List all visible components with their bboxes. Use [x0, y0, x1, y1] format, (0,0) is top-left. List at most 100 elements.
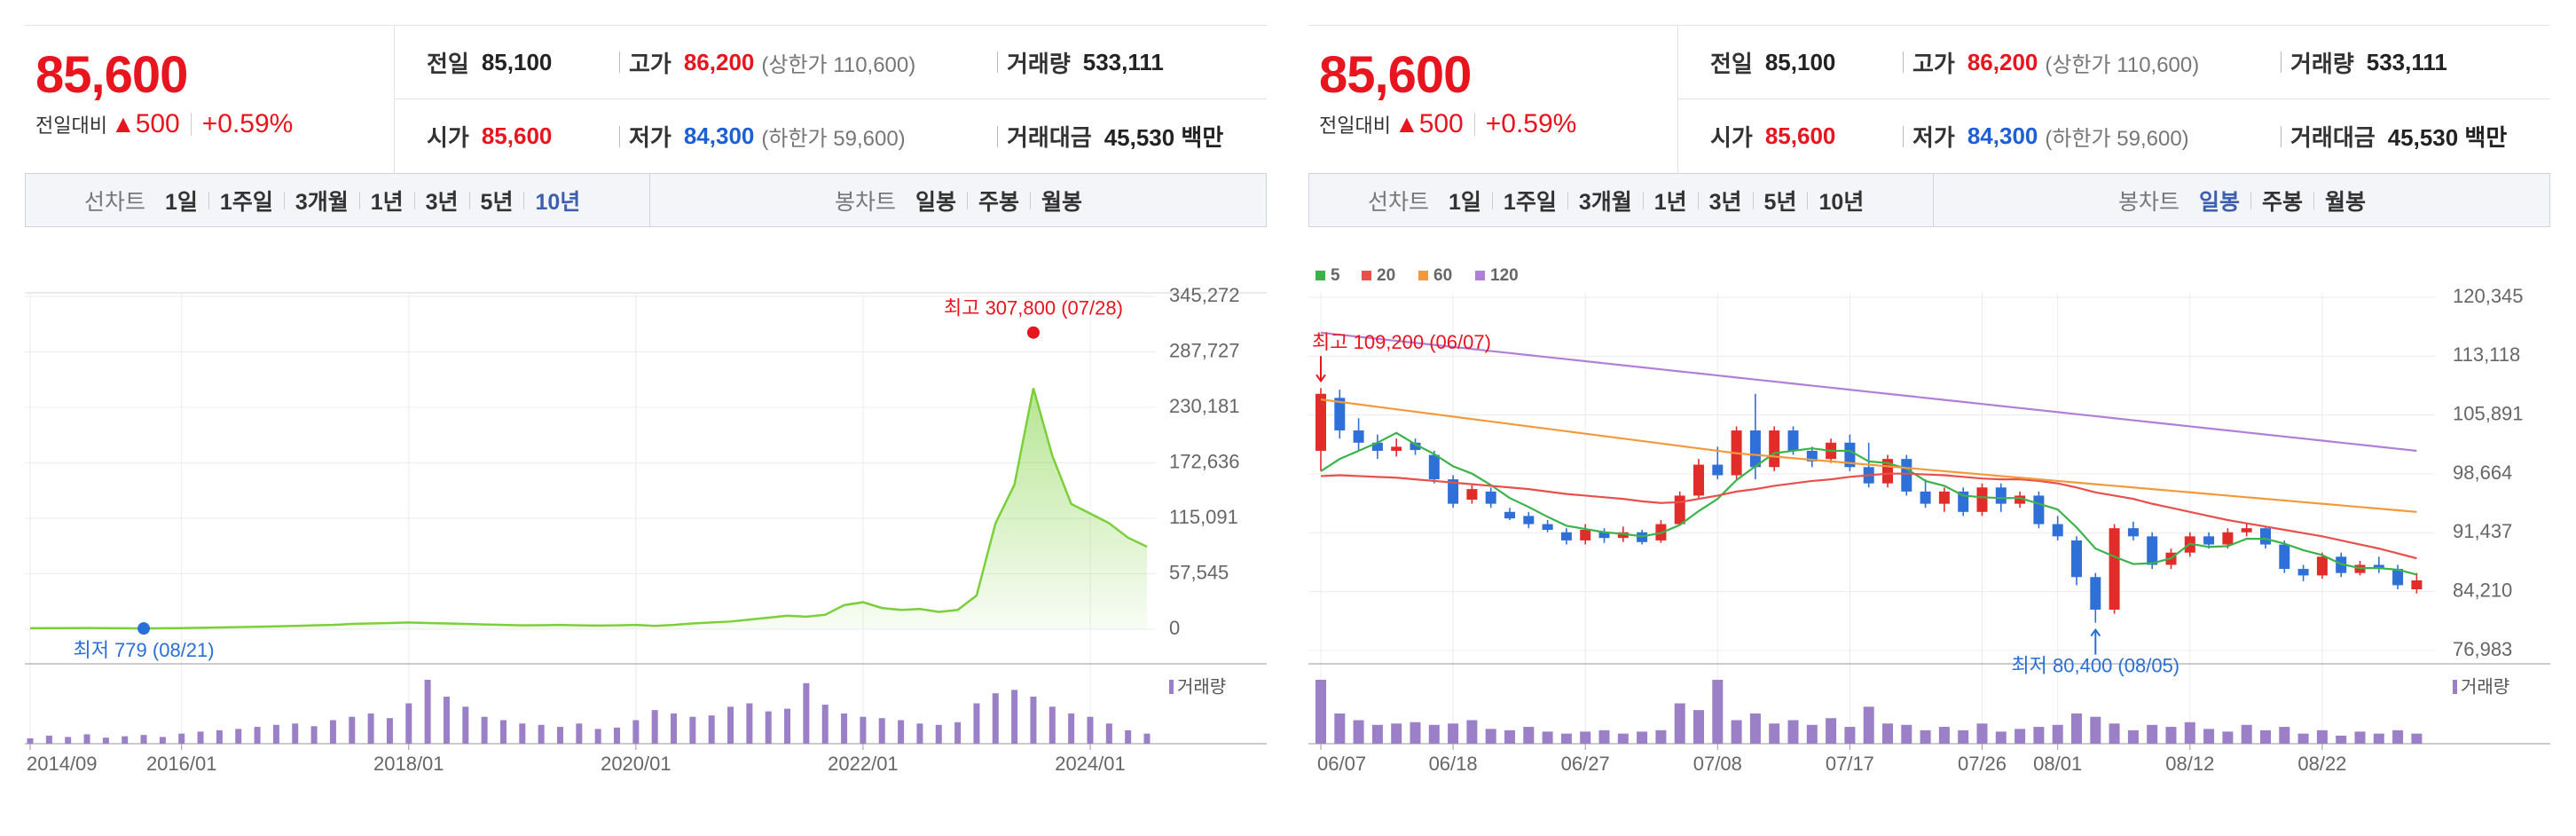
volume-bar [1882, 723, 1893, 744]
item-sub: (하한가 59,600) [761, 127, 906, 151]
tab-group-label: 봉차트 [2118, 189, 2180, 215]
item-label: 거래량 [1007, 50, 1071, 77]
candle-body [2222, 532, 2234, 545]
volume-bar [1391, 723, 1402, 744]
volume-bar [916, 723, 923, 744]
x-tick-label: 06/27 [1561, 753, 1610, 775]
item-value: 533,111 [1082, 48, 1164, 75]
volume-bar [122, 736, 129, 744]
tab-button[interactable]: 1주일 [1503, 189, 1557, 215]
volume-bar [367, 713, 374, 744]
divider [2250, 191, 2252, 209]
tab-button[interactable]: 1년 [1653, 189, 1687, 215]
divider [1903, 125, 1904, 147]
volume-bar [2279, 727, 2290, 744]
tab-button[interactable]: 3년 [1708, 189, 1742, 215]
x-tick-label: 2018/01 [373, 753, 444, 775]
tab-button[interactable]: 5년 [1763, 189, 1797, 215]
tab-button[interactable]: 주봉 [978, 189, 1020, 215]
divider [1752, 191, 1754, 209]
legend-label: 120 [1490, 266, 1519, 285]
legend-swatch [1362, 271, 1371, 280]
volume-bar [1617, 733, 1629, 744]
volume-bar [1334, 713, 1346, 744]
volume-bar [292, 723, 299, 744]
tab-button[interactable]: 1일 [165, 189, 198, 215]
volume-bar [2165, 727, 2177, 744]
candle-body [2392, 569, 2404, 586]
tab-button[interactable]: 3년 [425, 189, 459, 215]
volume-bar [821, 705, 829, 744]
candle-body [2279, 544, 2290, 570]
tab-button[interactable]: 월봉 [1041, 189, 1083, 215]
y-tick-label: 105,891 [2453, 402, 2524, 424]
volume-bar [178, 733, 185, 744]
volume-bar [878, 718, 885, 744]
candle-body [2147, 536, 2158, 565]
volume-bar [614, 727, 621, 744]
legend-swatch [1315, 271, 1325, 280]
candle-body [2297, 569, 2309, 576]
tab-button[interactable]: 1주일 [219, 189, 273, 215]
tab-button[interactable]: 1일 [1449, 189, 1481, 215]
volume-bar [65, 737, 72, 744]
tab-button[interactable]: 1년 [370, 189, 404, 215]
y-tick-label: 345,272 [1169, 284, 1240, 306]
volume-bar [272, 724, 279, 744]
tab-button[interactable]: 월봉 [2325, 189, 2367, 215]
volume-bar [1448, 723, 1459, 744]
volume-bar [2184, 722, 2195, 744]
candle-body [2316, 556, 2328, 576]
volume-bar [556, 727, 563, 744]
volume-bar [1749, 713, 1761, 744]
tab-button[interactable]: 주봉 [2262, 189, 2304, 215]
tab-button[interactable]: 3개월 [1578, 189, 1632, 215]
quote-cell: 전일 85,100 [1678, 26, 1892, 99]
quote-cell: 고가 86,200 (상한가 110,600) [609, 26, 986, 99]
volume-bar [1580, 731, 1591, 744]
candle-body [1580, 530, 1591, 540]
x-tick-label: 2014/09 [27, 753, 98, 775]
volume-legend-swatch [2453, 680, 2457, 694]
volume-bar [1712, 680, 1724, 744]
volume-bar [2392, 730, 2404, 744]
tab-button[interactable]: 10년 [535, 189, 581, 215]
legend-label: 20 [1377, 266, 1395, 285]
tab-button[interactable]: 3개월 [295, 189, 349, 215]
tab-button[interactable]: 일봉 [915, 189, 957, 215]
candle-body [1844, 442, 1856, 468]
divider [619, 125, 620, 147]
extreme-marker [137, 622, 151, 635]
candle-body [1504, 511, 1515, 519]
tab-button[interactable]: 일봉 [2199, 189, 2241, 215]
volume-bar [1901, 724, 1912, 744]
divider [2313, 191, 2315, 209]
volume-bar [159, 737, 166, 744]
tab-button[interactable]: 5년 [480, 189, 514, 215]
divider [468, 191, 470, 209]
change-label: 전일대비 [35, 114, 107, 137]
volume-bar [2052, 724, 2063, 744]
item-value: 533,111 [2366, 48, 2447, 75]
volume-bar [651, 710, 658, 744]
candle-body [1901, 459, 1912, 492]
volume-bar [727, 706, 734, 744]
tab-button[interactable]: 10년 [1818, 189, 1865, 215]
item-label: 고가 [1912, 50, 1955, 77]
volume-bar [1806, 724, 1818, 744]
candle-body [1410, 442, 1421, 451]
volume-legend-swatch [1169, 680, 1174, 694]
volume-bar [1693, 710, 1704, 744]
divider [1642, 191, 1644, 209]
candle-body [1466, 489, 1478, 501]
item-label: 시가 [427, 124, 469, 151]
volume-bar [310, 726, 318, 744]
volume-bar [2127, 730, 2139, 744]
item-value: 86,200 [1967, 48, 2038, 75]
volume-bar [576, 723, 583, 744]
item-value: 85,600 [481, 122, 553, 149]
volume-bar [254, 727, 261, 744]
volume-bar [538, 724, 545, 744]
extreme-label: 최저 779 (08/21) [73, 639, 214, 661]
volume-bar [2354, 731, 2366, 744]
